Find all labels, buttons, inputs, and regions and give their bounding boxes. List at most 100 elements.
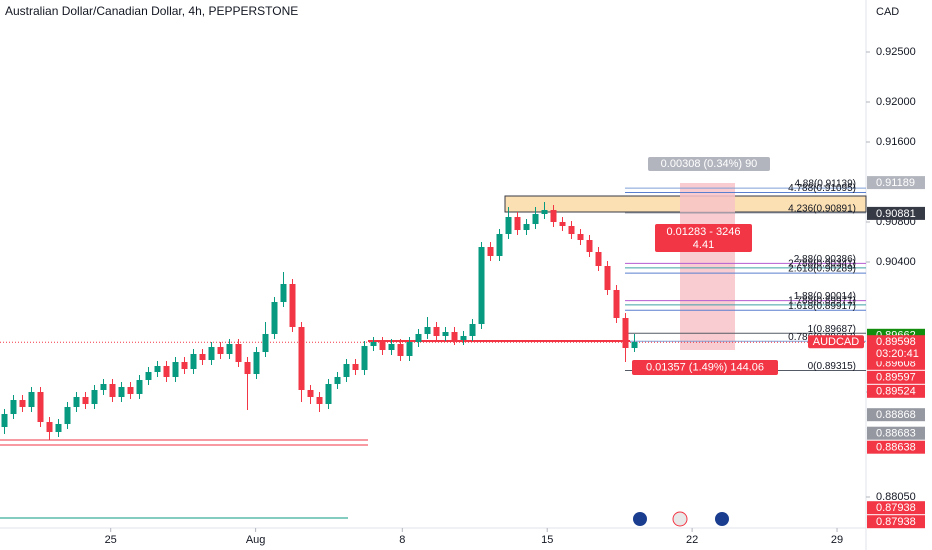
fib-label: 2.788(0.90341) <box>788 259 856 270</box>
candle-body <box>487 247 494 256</box>
position-label-box <box>632 360 778 375</box>
candle <box>163 361 170 382</box>
candle <box>271 297 278 339</box>
candle <box>55 419 62 437</box>
candle <box>127 382 134 399</box>
candle-body <box>469 324 476 336</box>
candle <box>604 261 611 295</box>
candle-body <box>280 284 287 302</box>
candle-body <box>190 354 197 369</box>
position-risk-zone <box>680 183 735 350</box>
candle <box>118 382 125 402</box>
candle-body <box>37 392 44 422</box>
candle <box>235 339 242 367</box>
candle-body <box>226 344 233 354</box>
x-tick-label: 25 <box>105 534 117 546</box>
price-label: 0.88638 <box>876 442 916 454</box>
candle <box>325 379 332 409</box>
candle <box>208 342 215 365</box>
x-tick-label: 22 <box>686 534 698 546</box>
candle <box>19 395 26 412</box>
fib-label: 4.236(0.90891) <box>788 204 856 215</box>
y-tick-label: 0.88050 <box>876 491 916 503</box>
candle-body <box>334 377 341 384</box>
candle <box>622 313 629 362</box>
candle <box>406 337 413 361</box>
candle-body <box>352 364 359 370</box>
candle-body <box>127 387 134 394</box>
candle-body <box>217 347 224 354</box>
position-label: 0.01357 (1.49%) 144.06 <box>646 361 764 373</box>
price-label: 0.89597 <box>876 372 916 384</box>
price-label-box <box>867 370 925 384</box>
candle-body <box>154 366 161 372</box>
candle-body <box>208 347 215 360</box>
candle-body <box>262 334 269 352</box>
candle <box>496 229 503 261</box>
candle <box>361 341 368 375</box>
candle <box>316 392 323 412</box>
candle-body <box>244 362 251 374</box>
y-tick-label: 0.92500 <box>876 46 916 58</box>
position-label: 0.01283 - 3246 <box>666 226 740 238</box>
candle <box>280 272 287 307</box>
candle-body <box>406 342 413 356</box>
candle-body <box>505 217 512 234</box>
candle <box>145 367 152 385</box>
current-price-box <box>867 335 925 362</box>
position-label: 4.41 <box>693 239 714 251</box>
candle-body <box>298 327 305 390</box>
candle-body <box>235 344 242 362</box>
candle-body <box>145 372 152 380</box>
candle-body <box>55 424 62 432</box>
price-label-box <box>867 206 925 220</box>
candle <box>226 339 233 359</box>
candle <box>199 349 206 365</box>
x-tick-label: Aug <box>246 534 266 546</box>
candle <box>370 337 377 351</box>
price-label-box <box>867 426 925 440</box>
candle-body <box>172 362 179 377</box>
candle-body <box>136 380 143 394</box>
price-label-box <box>867 515 925 529</box>
candle <box>424 317 431 339</box>
candle <box>1 409 8 434</box>
fib-label: 1.788(0.89971) <box>788 296 856 307</box>
candle <box>415 329 422 347</box>
candle-body <box>478 247 485 324</box>
candle <box>388 339 395 355</box>
candle-body <box>397 344 404 356</box>
candle <box>469 319 476 341</box>
candle-body <box>442 332 449 336</box>
candle <box>559 217 566 231</box>
x-tick-label: 29 <box>831 534 843 546</box>
candle-body <box>613 290 620 318</box>
candle <box>487 242 494 261</box>
candle-body <box>604 266 611 290</box>
candle <box>172 357 179 382</box>
candle-body <box>577 234 584 240</box>
candle <box>451 327 458 345</box>
candle <box>478 242 485 329</box>
fib-label: 4.788(0.91095) <box>788 183 856 194</box>
price-label-box <box>867 501 925 515</box>
candle <box>595 247 602 271</box>
candle <box>631 334 638 352</box>
candle-body <box>64 407 71 424</box>
countdown-label: 03:20:41 <box>876 348 919 360</box>
candle-body <box>307 390 314 397</box>
candle <box>379 337 386 355</box>
candle <box>514 212 521 235</box>
candle <box>613 285 620 323</box>
price-label-box <box>867 440 925 454</box>
candle <box>154 361 161 377</box>
flag-au <box>715 512 729 526</box>
candle <box>28 387 35 412</box>
candle-body <box>541 210 548 214</box>
price-label: 0.87938 <box>876 502 916 514</box>
candle <box>10 395 17 419</box>
candle <box>442 327 449 341</box>
candle <box>550 205 557 227</box>
fib-label: 2.618(0.90289) <box>788 264 856 275</box>
